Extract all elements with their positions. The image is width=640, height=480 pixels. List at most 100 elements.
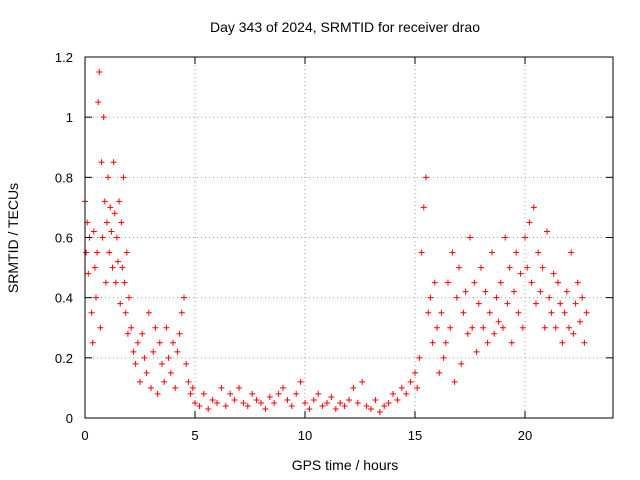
data-point xyxy=(368,405,374,412)
data-point xyxy=(126,294,132,301)
data-point xyxy=(288,402,295,409)
data-point xyxy=(266,393,273,400)
data-point xyxy=(172,384,179,391)
data-point xyxy=(412,369,418,376)
data-point xyxy=(504,300,511,307)
data-point xyxy=(123,249,130,256)
data-point xyxy=(116,198,123,205)
data-point xyxy=(581,339,588,346)
data-point xyxy=(83,249,90,256)
data-point xyxy=(579,294,586,301)
y-tick-label: 1 xyxy=(66,110,73,125)
data-point xyxy=(120,174,127,181)
data-point xyxy=(108,228,115,235)
data-point xyxy=(449,249,456,256)
data-point xyxy=(570,330,577,337)
data-point xyxy=(376,408,383,415)
data-point xyxy=(128,324,135,331)
data-point xyxy=(101,198,108,205)
data-point xyxy=(418,249,425,256)
data-point xyxy=(440,354,447,361)
data-point xyxy=(341,402,348,409)
data-point xyxy=(434,324,440,331)
data-point xyxy=(398,384,405,391)
data-point xyxy=(390,390,396,397)
data-point xyxy=(93,294,99,301)
data-point xyxy=(533,300,539,307)
data-point xyxy=(143,369,150,376)
y-tick-label: 0.6 xyxy=(55,231,73,246)
data-point xyxy=(456,264,462,271)
data-point xyxy=(469,324,476,331)
data-point xyxy=(500,324,506,331)
data-point xyxy=(271,399,278,406)
x-tick-label: 0 xyxy=(81,428,88,443)
data-point xyxy=(218,384,225,391)
data-point xyxy=(436,369,443,376)
data-point xyxy=(515,309,522,316)
data-point xyxy=(137,378,143,385)
data-point xyxy=(159,360,165,367)
data-point xyxy=(451,378,458,385)
data-point xyxy=(513,249,520,256)
data-point xyxy=(414,384,421,391)
data-point xyxy=(541,324,548,331)
data-point xyxy=(522,234,528,241)
data-point xyxy=(502,234,509,241)
data-point xyxy=(109,264,116,271)
data-point xyxy=(427,294,434,301)
data-point xyxy=(156,339,163,346)
data-point xyxy=(130,348,137,355)
data-point xyxy=(222,402,229,409)
data-point xyxy=(240,399,247,406)
data-point xyxy=(423,174,429,181)
data-point xyxy=(530,204,537,211)
data-point xyxy=(489,249,495,256)
data-point xyxy=(117,300,124,307)
data-point xyxy=(134,339,141,346)
data-point xyxy=(262,405,269,412)
data-point xyxy=(484,339,491,346)
data-point xyxy=(403,390,410,397)
data-point xyxy=(297,378,304,385)
data-point xyxy=(363,402,370,409)
data-point xyxy=(118,219,125,226)
x-tick-label: 5 xyxy=(191,428,198,443)
data-point xyxy=(253,396,260,403)
data-point xyxy=(132,360,139,367)
data-point xyxy=(528,279,535,286)
data-point xyxy=(258,399,264,406)
data-point xyxy=(185,378,192,385)
data-point xyxy=(354,399,361,406)
data-point xyxy=(148,384,154,391)
data-point xyxy=(176,330,183,337)
x-tick-label: 10 xyxy=(298,428,312,443)
data-point xyxy=(89,339,96,346)
data-point xyxy=(112,279,119,286)
data-point xyxy=(559,339,566,346)
data-point xyxy=(524,264,531,271)
data-point xyxy=(111,210,118,217)
data-point xyxy=(113,234,120,241)
data-point xyxy=(332,405,339,412)
data-point xyxy=(121,279,128,286)
data-point xyxy=(154,390,161,397)
data-point xyxy=(328,393,335,400)
data-point xyxy=(200,390,207,397)
data-point xyxy=(438,309,445,316)
data-point xyxy=(471,279,478,286)
data-point xyxy=(475,300,482,307)
data-point xyxy=(563,288,570,295)
chart-title: Day 343 of 2024, SRMTID for receiver dra… xyxy=(210,19,480,35)
data-point xyxy=(94,249,101,256)
data-point xyxy=(96,69,103,76)
data-point xyxy=(275,390,282,397)
data-point xyxy=(429,339,436,346)
data-point xyxy=(493,294,500,301)
data-point xyxy=(231,396,238,403)
data-point xyxy=(280,384,286,391)
data-point xyxy=(85,270,92,277)
data-point xyxy=(244,402,251,409)
